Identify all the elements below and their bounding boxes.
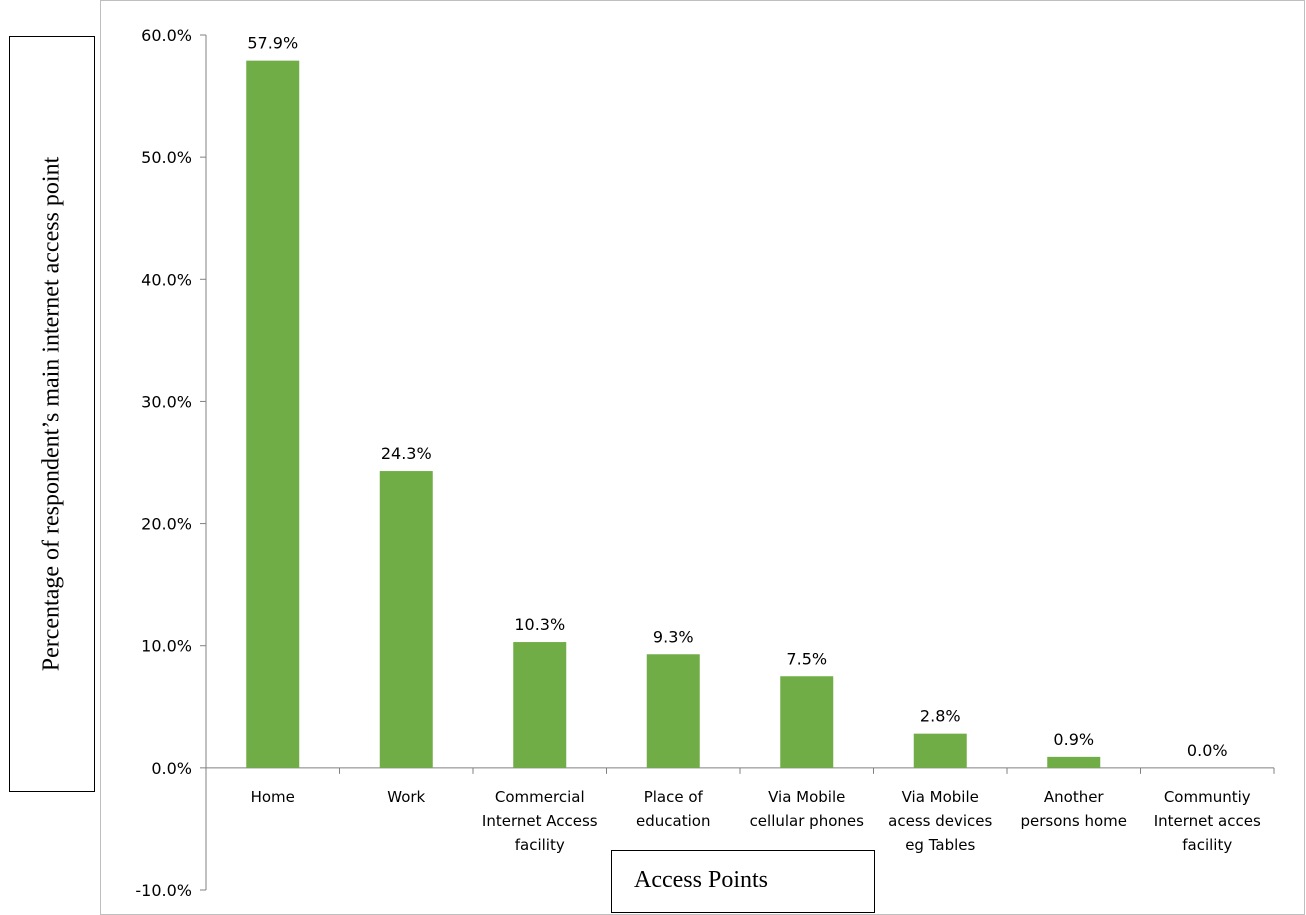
category-label-line: cellular phones bbox=[750, 812, 865, 830]
data-label: 0.0% bbox=[1187, 741, 1228, 760]
data-label: 10.3% bbox=[514, 615, 565, 634]
category-label: Via Mobile cellular phones bbox=[750, 788, 865, 830]
category-label-line: Via Mobile bbox=[768, 788, 845, 806]
category-label-line: Place of bbox=[644, 788, 704, 806]
category-label-line: facility bbox=[515, 836, 565, 854]
category-label-line: facility bbox=[1182, 836, 1232, 854]
category-label-line: Internet acces bbox=[1154, 812, 1261, 830]
category-label: Place of education bbox=[636, 788, 710, 830]
category-label: Via Mobile acess devices eg Tables bbox=[888, 788, 992, 854]
category-label: Home bbox=[251, 788, 295, 806]
category-label-line: Via Mobile bbox=[902, 788, 979, 806]
y-tick-label: 30.0% bbox=[141, 392, 192, 411]
data-label: 24.3% bbox=[381, 444, 432, 463]
y-tick-label: 0.0% bbox=[151, 759, 192, 778]
data-label: 0.9% bbox=[1053, 730, 1094, 749]
category-label-line: Work bbox=[387, 788, 425, 806]
category-label: Commercial Internet Access facility bbox=[482, 788, 598, 854]
x-axis-label: Access Points bbox=[634, 867, 768, 894]
y-axis-label-box: Percentage of respondent’s main internet… bbox=[9, 36, 95, 792]
category-label-line: Commercial bbox=[495, 788, 585, 806]
data-label: 2.8% bbox=[920, 707, 961, 726]
axes: 60.0% 50.0% 40.0% 30.0% 20.0% 10.0% 0.0% -10.0% bbox=[135, 26, 1274, 900]
data-label: 57.9% bbox=[247, 34, 298, 53]
category-label: Work bbox=[387, 788, 425, 806]
bar bbox=[914, 734, 967, 768]
y-axis-label: Percentage of respondent’s main internet… bbox=[39, 157, 66, 672]
category-label: Communtiy Internet acces facility bbox=[1154, 788, 1261, 854]
category-label-line: Internet Access bbox=[482, 812, 598, 830]
y-tick-label: 20.0% bbox=[141, 515, 192, 534]
bar bbox=[780, 676, 833, 768]
category-label: Another persons home bbox=[1020, 788, 1127, 830]
bar bbox=[647, 654, 700, 768]
bars bbox=[246, 61, 1100, 768]
category-label-line: acess devices bbox=[888, 812, 992, 830]
category-label-line: persons home bbox=[1020, 812, 1127, 830]
y-tick-label: 10.0% bbox=[141, 637, 192, 656]
category-label-line: education bbox=[636, 812, 710, 830]
category-label-line: Communtiy bbox=[1164, 788, 1251, 806]
bar bbox=[513, 642, 566, 768]
y-tick-label: 40.0% bbox=[141, 270, 192, 289]
y-tick-label: -10.0% bbox=[135, 881, 192, 900]
bar bbox=[380, 471, 433, 768]
category-label-line: Home bbox=[251, 788, 295, 806]
category-label-line: Another bbox=[1044, 788, 1105, 806]
data-label: 7.5% bbox=[786, 649, 827, 668]
bar bbox=[246, 61, 299, 768]
category-labels: Home Work Commercial Internet Access facilit… bbox=[251, 788, 1261, 854]
y-tick-label: 50.0% bbox=[141, 148, 192, 167]
x-axis-label-box: Access Points bbox=[611, 850, 875, 913]
category-label-line: eg Tables bbox=[905, 836, 975, 854]
bar bbox=[1047, 757, 1100, 768]
data-label: 9.3% bbox=[653, 627, 694, 646]
y-tick-label: 60.0% bbox=[141, 26, 192, 45]
